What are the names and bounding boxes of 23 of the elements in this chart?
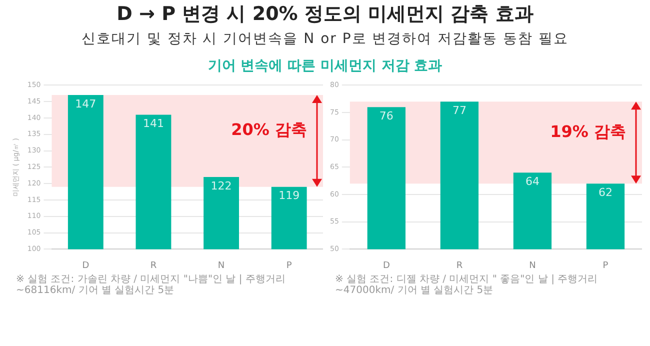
data-label: 76 [379,109,394,122]
data-label: 122 [210,179,232,192]
x-tick-label: N [218,260,225,271]
data-label: 147 [75,97,96,110]
text: ※ 실험 조건: 디젤 차량 / 미세먼지 " 좋음"인 날 | 주행거리 ~47000km/ 기어 별 실험시간 5분 [334,274,599,296]
band-label: 20% 감축 [231,120,307,140]
data-label: 64 [525,175,540,188]
x-tick-label: R [456,260,463,271]
data-label: 119 [278,189,300,202]
x-tick-label: D [82,260,90,271]
band-label: 19% 감축 [550,122,626,141]
data-label: 141 [142,117,164,130]
x-tick-label: P [602,260,609,271]
data-label: 62 [598,186,612,199]
x-tick-label: R [150,260,157,271]
data-label: 77 [452,104,466,117]
chart-subtitle: 신호대기 및 정차 시 기어변속을 N or P로 변경하여 저감활동 동참 필요 [80,30,570,49]
text: 기어 변속에 따른 미세먼지 저감 효과 [206,57,444,76]
x-tick-label: D [382,260,390,271]
x-tick-label: N [529,260,536,271]
x-tick-label: P [286,260,292,271]
chart-title: D → P 변경 시 20% 정도의 미세먼지 감축 효과 [116,2,534,27]
text: ※ 실험 조건: 가솔린 차량 / 미세먼지 "나쁨"인 날 | 주행거리 ~68116km/ 기어 별 실험시간 5분 [15,274,286,296]
